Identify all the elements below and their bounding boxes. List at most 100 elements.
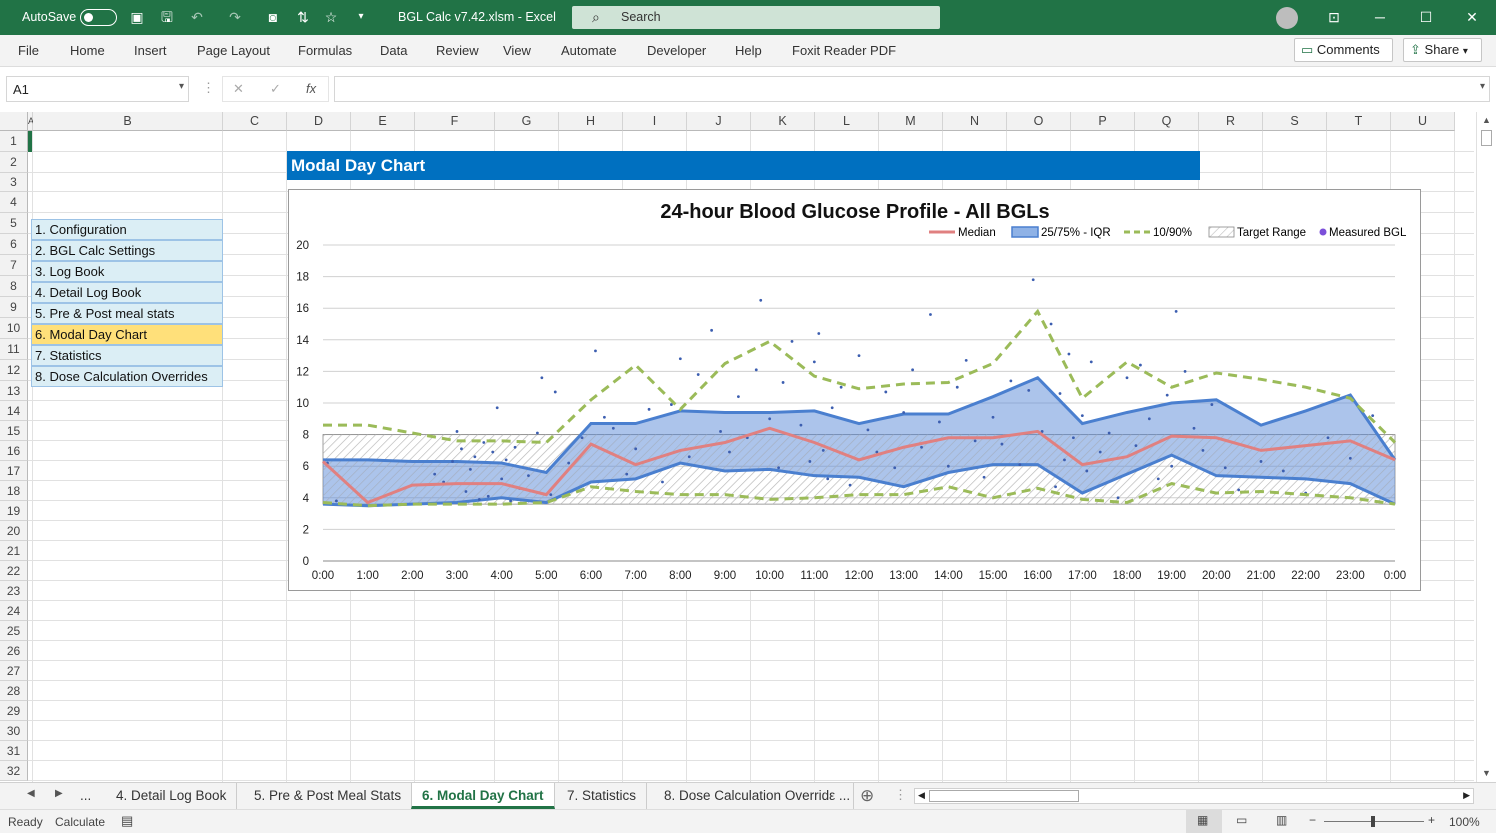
insert-function-icon[interactable]: fx — [306, 81, 317, 96]
row-header[interactable]: 4 — [0, 192, 28, 213]
menu-file[interactable]: File — [18, 43, 39, 58]
active-cell-a1[interactable] — [28, 131, 32, 152]
vertical-scrollbar[interactable]: ▲ ▼ — [1476, 112, 1496, 782]
menu-view[interactable]: View — [503, 43, 531, 58]
column-header[interactable]: H — [559, 112, 623, 131]
zoom-slider-thumb[interactable] — [1371, 816, 1375, 827]
cancel-icon[interactable]: ✕ — [233, 81, 244, 96]
column-header[interactable]: A — [28, 112, 34, 131]
row-header[interactable]: 29 — [0, 701, 28, 721]
row-header[interactable]: 28 — [0, 681, 28, 701]
row-header[interactable]: 24 — [0, 601, 28, 621]
row-header[interactable]: 32 — [0, 761, 28, 781]
account-avatar[interactable] — [1276, 7, 1298, 29]
menu-review[interactable]: Review — [436, 43, 479, 58]
row-header[interactable]: 19 — [0, 501, 28, 521]
row-header[interactable]: 27 — [0, 661, 28, 681]
modal-day-chart[interactable]: 24-hour Blood Glucose Profile - All BGLs… — [288, 189, 1421, 591]
column-header[interactable]: T — [1327, 112, 1391, 131]
nav-link[interactable]: 4. Detail Log Book — [31, 282, 223, 303]
hscroll-thumb[interactable] — [929, 790, 1079, 802]
row-header[interactable]: 11 — [0, 339, 28, 360]
comments-button[interactable]: ▭ Comments — [1294, 38, 1393, 62]
column-header[interactable]: N — [943, 112, 1007, 131]
sort-icon[interactable]: ⇅ — [297, 9, 309, 25]
search-box[interactable]: ⌕ Search — [572, 6, 940, 29]
formula-input[interactable]: ▾ — [334, 76, 1490, 102]
prev-sheet-icon[interactable]: ◀ — [27, 788, 35, 799]
enter-icon[interactable]: ✓ — [270, 81, 281, 96]
column-header[interactable]: D — [287, 112, 351, 131]
row-header[interactable]: 25 — [0, 621, 28, 641]
row-header[interactable]: 10 — [0, 318, 28, 339]
zoom-in-icon[interactable]: + — [1428, 813, 1436, 827]
row-header[interactable]: 14 — [0, 401, 28, 421]
row-header[interactable]: 2 — [0, 152, 28, 173]
tab-dose-calculation-overrides[interactable]: 8. Dose Calculation Overridε ... — [654, 783, 854, 809]
column-header[interactable]: C — [223, 112, 287, 131]
vscroll-thumb[interactable] — [1481, 130, 1492, 146]
row-header[interactable]: 31 — [0, 741, 28, 761]
row-header[interactable]: 21 — [0, 541, 28, 561]
row-header[interactable]: 12 — [0, 360, 28, 381]
column-header[interactable]: U — [1391, 112, 1455, 131]
hscroll-left-icon[interactable]: ◀ — [918, 790, 925, 800]
column-header[interactable]: G — [495, 112, 559, 131]
disk-icon[interactable]: 🖫 — [161, 9, 173, 25]
row-header[interactable]: 13 — [0, 381, 28, 401]
column-header[interactable]: J — [687, 112, 751, 131]
more-tabs[interactable]: ... — [80, 788, 92, 803]
next-sheet-icon[interactable]: ▶ — [55, 788, 63, 799]
nav-link[interactable]: 8. Dose Calculation Overrides — [31, 366, 223, 387]
menu-automate[interactable]: Automate — [561, 43, 617, 58]
row-header[interactable]: 18 — [0, 481, 28, 501]
column-header[interactable]: Q — [1135, 112, 1199, 131]
tab-statistics[interactable]: 7. Statistics — [557, 783, 648, 809]
column-header[interactable]: O — [1007, 112, 1071, 131]
row-header[interactable]: 23 — [0, 581, 28, 601]
customize-qat-icon[interactable]: ▾ — [358, 11, 364, 22]
ribbon-display-icon[interactable]: ⊡ — [1328, 9, 1340, 25]
row-header[interactable]: 7 — [0, 255, 28, 276]
row-header[interactable]: 9 — [0, 297, 28, 318]
tab-pre-post-meal-stats[interactable]: 5. Pre & Post Meal Stats — [244, 783, 413, 809]
expand-formula-icon[interactable]: ▾ — [1479, 81, 1485, 92]
accessibility-icon[interactable]: ▤ — [121, 813, 134, 828]
row-header[interactable]: 26 — [0, 641, 28, 661]
menu-foxit[interactable]: Foxit Reader PDF — [792, 43, 897, 58]
menu-insert[interactable]: Insert — [134, 43, 167, 58]
nav-link[interactable]: 5. Pre & Post meal stats — [31, 303, 223, 324]
name-box[interactable]: A1 ▾ — [6, 76, 189, 102]
zoom-level[interactable]: 100% — [1449, 815, 1480, 829]
column-header[interactable]: P — [1071, 112, 1135, 131]
nav-link[interactable]: 6. Modal Day Chart — [31, 324, 223, 345]
menu-developer[interactable]: Developer — [647, 43, 707, 58]
row-header[interactable]: 16 — [0, 441, 28, 461]
column-header[interactable]: I — [623, 112, 687, 131]
column-header[interactable]: L — [815, 112, 879, 131]
hscroll-right-icon[interactable]: ▶ — [1463, 790, 1470, 800]
autosave-toggle[interactable] — [80, 9, 117, 26]
tab-detail-log-book[interactable]: 4. Detail Log Book — [106, 783, 238, 809]
column-header[interactable]: E — [351, 112, 415, 131]
column-header[interactable]: F — [415, 112, 495, 131]
select-all-corner[interactable] — [0, 112, 28, 131]
row-header[interactable]: 3 — [0, 173, 28, 192]
row-header[interactable]: 5 — [0, 213, 28, 234]
menu-page-layout[interactable]: Page Layout — [197, 43, 271, 58]
menu-home[interactable]: Home — [70, 43, 105, 58]
nav-link[interactable]: 7. Statistics — [31, 345, 223, 366]
menu-data[interactable]: Data — [380, 43, 408, 58]
undo-icon[interactable]: ↶ — [191, 9, 203, 25]
column-header[interactable]: B — [33, 112, 223, 131]
column-header[interactable]: R — [1199, 112, 1263, 131]
add-sheet-icon[interactable]: ⊕ — [860, 786, 875, 805]
status-calculate[interactable]: Calculate — [55, 815, 106, 829]
column-header[interactable]: M — [879, 112, 943, 131]
share-button[interactable]: ⇪ Share ▾ — [1403, 38, 1482, 62]
nav-link[interactable]: 2. BGL Calc Settings — [31, 240, 223, 261]
row-header[interactable]: 20 — [0, 521, 28, 541]
nav-link[interactable]: 1. Configuration — [31, 219, 223, 240]
row-header[interactable]: 22 — [0, 561, 28, 581]
row-header[interactable]: 8 — [0, 276, 28, 297]
